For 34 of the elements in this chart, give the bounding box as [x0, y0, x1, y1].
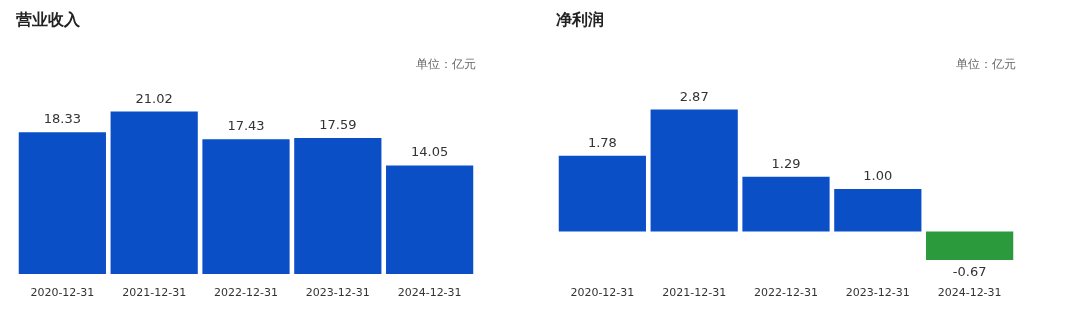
bar [558, 155, 646, 232]
x-tick-label: 2021-12-31 [122, 285, 187, 299]
chart-title: 净利润 [556, 10, 604, 29]
data-label: 18.33 [43, 111, 81, 127]
bar [18, 132, 106, 274]
x-tick-label: 2021-12-31 [662, 285, 727, 299]
bar [202, 139, 290, 274]
bar [926, 231, 1014, 260]
bar [742, 176, 830, 232]
data-label: 1.29 [771, 155, 801, 171]
data-label: -0.67 [952, 263, 987, 279]
x-tick-label: 2022-12-31 [754, 285, 818, 299]
x-tick-label: 2022-12-31 [214, 285, 278, 299]
data-label: 17.43 [227, 118, 265, 134]
x-tick-label: 2024-12-31 [397, 285, 462, 299]
x-tick-label: 2020-12-31 [570, 285, 635, 299]
x-tick-label: 2023-12-31 [845, 285, 910, 299]
bar [386, 165, 474, 274]
x-tick-label: 2024-12-31 [937, 285, 1002, 299]
data-label: 2.87 [679, 88, 709, 104]
x-tick-label: 2023-12-31 [305, 285, 370, 299]
data-label: 14.05 [411, 144, 449, 160]
bar [650, 109, 738, 232]
x-tick-label: 2020-12-31 [30, 285, 95, 299]
bar [294, 138, 382, 274]
chart-title: 营业收入 [15, 10, 81, 29]
bar [834, 189, 922, 232]
data-label: 1.00 [863, 168, 893, 183]
bar [110, 111, 198, 274]
data-label: 1.78 [587, 134, 617, 150]
text: 单位：亿元 [416, 57, 476, 71]
text: 单位：亿元 [956, 57, 1016, 71]
data-label: 17.59 [319, 117, 357, 133]
data-label: 21.02 [135, 90, 173, 106]
